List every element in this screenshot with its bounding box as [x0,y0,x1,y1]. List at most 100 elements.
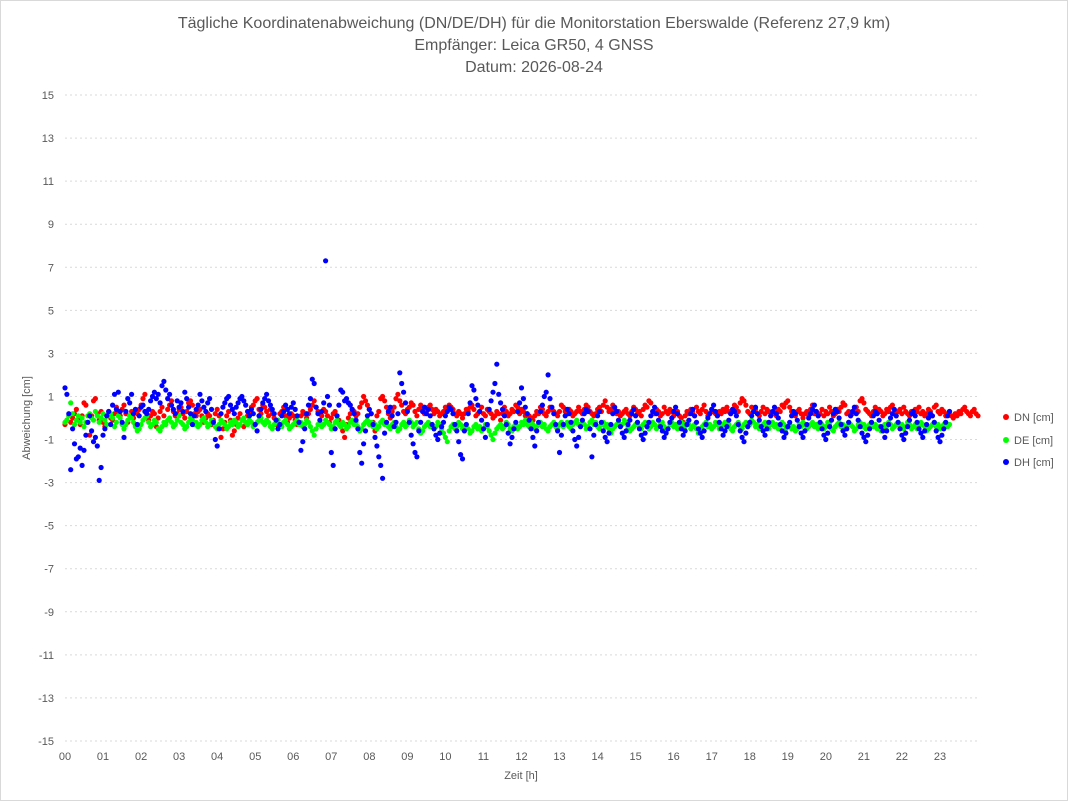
data-point [785,424,791,430]
data-point [370,421,376,428]
data-point [197,421,203,428]
data-point [737,400,743,406]
data-point [874,411,880,417]
data-point [762,419,768,425]
data-point [825,411,831,417]
data-point [347,411,353,417]
data-point [536,419,542,425]
data-point [724,424,730,430]
data-point [168,398,175,404]
data-point [477,424,483,430]
data-point [804,421,810,428]
data-point [250,402,256,408]
data-point [313,426,319,432]
data-point [412,408,418,415]
data-point [174,398,180,404]
data-point [688,411,694,417]
data-point [129,391,135,397]
data-point [699,434,705,440]
data-point [111,411,118,417]
data-point [187,411,194,417]
data-point [562,413,568,419]
data-point [264,408,270,415]
data-point [718,411,724,417]
x-tick-label: 12 [515,751,527,763]
data-point [374,443,380,449]
data-point [591,432,597,438]
data-point [709,406,715,412]
data-point [73,417,79,423]
data-point [747,419,753,425]
data-point [501,413,507,419]
data-point [444,439,450,445]
data-point [617,424,624,430]
x-tick-label: 01 [97,751,109,763]
data-point [899,421,905,428]
data-point [461,411,467,417]
data-point [248,406,254,412]
data-point [648,424,654,430]
data-point [701,402,707,408]
data-point [511,408,517,415]
data-point [971,406,977,412]
data-point [735,421,741,428]
data-point [102,417,108,423]
data-point [933,428,939,434]
data-point [269,406,275,412]
data-point [553,421,559,428]
data-point [311,398,317,404]
data-point [420,428,426,434]
data-point [490,436,496,443]
data-point [66,411,72,417]
data-point [309,376,315,382]
data-point [560,421,566,428]
data-point [260,400,266,406]
x-tick-label: 13 [553,751,565,763]
data-point [182,389,188,395]
data-point [931,419,937,425]
data-point [741,398,747,404]
data-point [671,408,677,415]
data-point [353,417,359,423]
data-point [104,413,110,419]
data-point [410,402,416,408]
data-point [638,432,644,438]
data-point [802,428,808,434]
data-point [148,413,154,419]
data-point [197,406,203,412]
data-point [625,421,631,428]
data-point [317,417,323,423]
data-point [865,432,871,438]
data-point [165,406,171,412]
data-point [302,426,308,432]
data-point [581,411,587,417]
data-point [701,428,707,434]
data-point [809,406,816,412]
data-point [167,391,173,397]
data-point [745,424,751,430]
data-point [840,428,846,434]
data-point [92,434,98,440]
data-point [70,426,76,432]
data-point [579,417,586,423]
data-point [507,411,513,417]
data-point [574,443,580,449]
data-point [326,402,332,408]
data-point [184,424,190,430]
y-tick-label: 5 [48,305,54,317]
data-point [945,413,951,419]
data-point [184,396,190,402]
data-point [431,411,437,417]
data-point [305,402,312,408]
data-point [743,419,749,425]
data-point [813,408,819,415]
data-point [754,421,761,428]
data-point [279,413,285,419]
data-point [448,406,454,412]
data-point [838,421,844,428]
data-point [87,432,93,438]
data-point [828,417,835,423]
data-point [515,408,521,415]
data-point [827,404,833,410]
